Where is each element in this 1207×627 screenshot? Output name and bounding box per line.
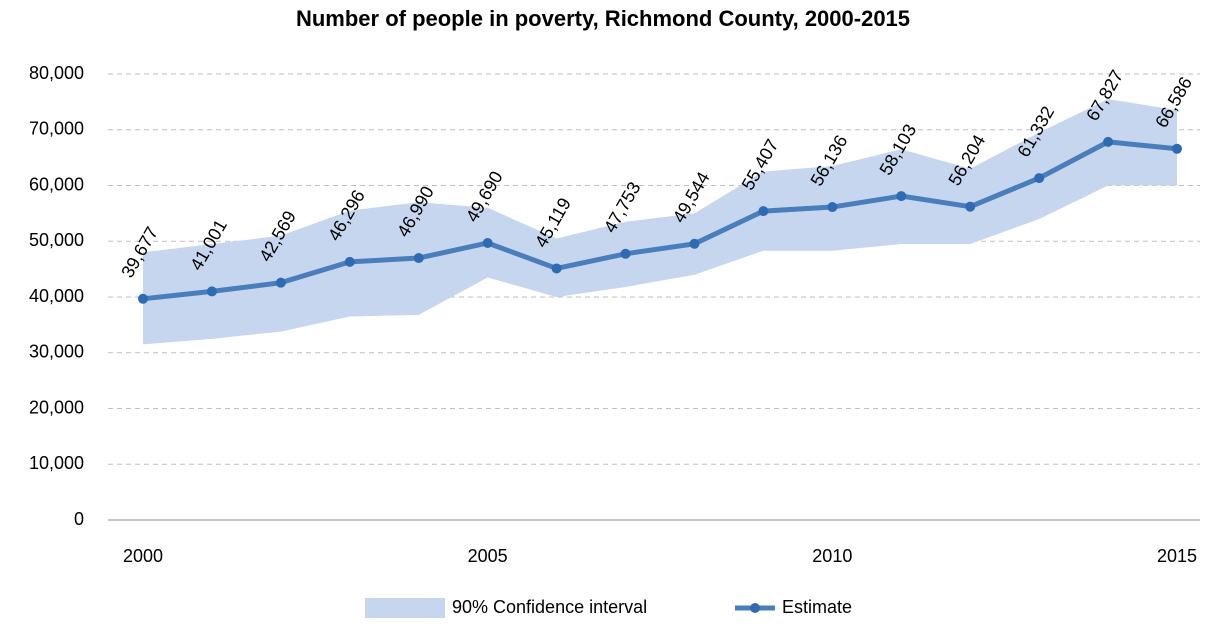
marker [344, 256, 355, 267]
chart-title: Number of people in poverty, Richmond Co… [296, 6, 910, 31]
legend-label: Estimate [782, 597, 852, 617]
x-tick-label: 2000 [123, 546, 163, 566]
marker [758, 206, 769, 217]
marker [689, 238, 700, 249]
marker [206, 286, 217, 297]
y-tick-label: 50,000 [29, 230, 84, 250]
marker [275, 277, 286, 288]
y-tick-label: 20,000 [29, 397, 84, 417]
x-tick-label: 2015 [1157, 546, 1197, 566]
marker [827, 202, 838, 213]
marker [482, 237, 493, 248]
marker [1103, 136, 1114, 147]
y-tick-label: 10,000 [29, 453, 84, 473]
marker [1172, 143, 1182, 154]
y-tick-label: 0 [74, 509, 84, 529]
legend-swatch [365, 598, 445, 618]
x-tick-label: 2005 [468, 546, 508, 566]
marker [896, 191, 907, 202]
marker [138, 293, 148, 304]
marker [551, 263, 562, 274]
x-tick-label: 2010 [812, 546, 852, 566]
y-tick-label: 70,000 [29, 119, 84, 139]
legend-label: 90% Confidence interval [452, 597, 647, 617]
y-tick-label: 30,000 [29, 342, 84, 362]
marker [1034, 173, 1045, 184]
marker [965, 201, 976, 212]
y-tick-label: 60,000 [29, 174, 84, 194]
y-tick-label: 80,000 [29, 63, 84, 83]
y-tick-label: 40,000 [29, 286, 84, 306]
marker [620, 248, 631, 259]
legend-marker [750, 603, 760, 613]
confidence-band [143, 99, 1177, 345]
estimate-line [142, 139, 1178, 302]
marker [413, 253, 424, 264]
